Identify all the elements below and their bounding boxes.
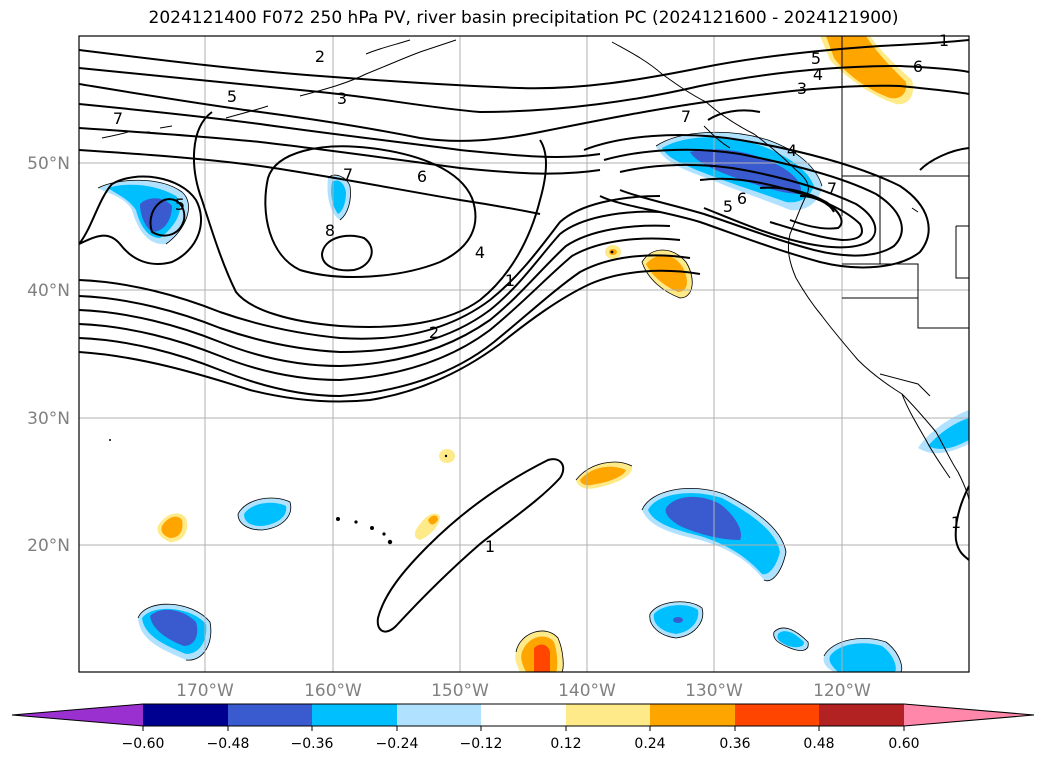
precip-negative-area (665, 496, 742, 540)
colorbar-extend-low (12, 704, 143, 726)
precip-negative-area (928, 418, 969, 449)
longitude-labels: 170°W 160°W 150°W 140°W 130°W 120°W (176, 681, 871, 701)
colorbar-tick-label: 0.48 (803, 736, 834, 752)
contour-label: 5 (723, 197, 733, 216)
contour-label: 6 (737, 189, 747, 208)
graticule (79, 36, 969, 672)
islands (109, 250, 614, 545)
precip-positive-area (646, 255, 687, 292)
lon-label: 160°W (304, 681, 362, 701)
precip-negative-area (331, 180, 346, 214)
contour-label: 7 (113, 109, 123, 128)
contour-label: 7 (343, 165, 353, 184)
precip-negative-area (244, 502, 287, 526)
lon-label: 130°W (685, 681, 743, 701)
contour-label: 1 (939, 31, 949, 50)
colorbar-tick-label: −0.48 (207, 736, 250, 752)
colorbar-tick-label: 0.60 (888, 736, 919, 752)
lat-label: 20°N (27, 536, 70, 556)
contour-label-group: 5 2 3 7 6 7 8 5 4 1 2 1 5 4 3 6 7 4 5 6 … (113, 31, 961, 556)
lon-label: 120°W (813, 681, 871, 701)
lat-label: 30°N (27, 409, 70, 429)
colorbar-tick-label: 0.36 (719, 736, 750, 752)
lat-label: 40°N (27, 281, 70, 301)
map-panel (79, 36, 969, 672)
colorbar-segment (819, 704, 904, 726)
map-title: 2024121400 F072 250 hPa PV, river basin … (148, 8, 899, 28)
lon-label: 140°W (558, 681, 616, 701)
contour-label: 4 (787, 141, 797, 160)
colorbar-segment (228, 704, 312, 726)
precip-negative-area (673, 617, 683, 623)
contour-label: 4 (813, 65, 823, 84)
colorbar-segment (735, 704, 819, 726)
precip-positive-area (580, 466, 626, 486)
colorbar-segment (481, 704, 566, 726)
contour-label: 2 (429, 323, 439, 342)
colorbar-tick-label: 0.24 (634, 736, 665, 752)
precip-negative-area (829, 643, 896, 672)
precip-positive-area (428, 515, 438, 525)
contour-label: 6 (913, 57, 923, 76)
colorbar-tick-label: −0.12 (460, 736, 503, 752)
contour-label: 7 (827, 179, 837, 198)
lat-label: 50°N (27, 154, 70, 174)
coastlines (101, 36, 969, 501)
contour-label: 4 (475, 243, 485, 262)
map-frame (78, 35, 970, 673)
contour-label: 3 (797, 79, 807, 98)
contour-label: 1 (951, 513, 961, 532)
precip-negative-area (150, 609, 198, 646)
colorbar: −0.60 −0.48 −0.36 −0.24 −0.12 0.12 0.24 … (11, 703, 1035, 752)
precip-outline (97, 131, 903, 672)
contour-label: 2 (315, 47, 325, 66)
contour-label: 6 (417, 167, 427, 186)
contour-label: 8 (325, 221, 335, 240)
colorbar-segment (397, 704, 481, 726)
contour-label: 3 (337, 89, 347, 108)
colorbar-tick-label: −0.36 (291, 736, 334, 752)
lon-label: 170°W (176, 681, 234, 701)
precip-negative-area (140, 198, 172, 232)
contour-label: 5 (811, 49, 821, 68)
colorbar-segment (143, 704, 228, 726)
colorbar-extend-high (904, 704, 1034, 726)
precip-negative-area (777, 631, 804, 648)
lon-label: 150°W (431, 681, 489, 701)
latitude-labels: 50°N 40°N 30°N 20°N (27, 154, 70, 556)
colorbar-segment (566, 704, 650, 726)
contour-label: 1 (485, 537, 495, 556)
pv-contours (79, 39, 969, 633)
precip-positive-area (161, 516, 183, 538)
contour-label: 1 (505, 271, 515, 290)
contour-label: 7 (681, 107, 691, 126)
colorbar-tick-label: 0.12 (550, 736, 581, 752)
colorbar-segment (312, 704, 397, 726)
contour-label: 5 (175, 195, 185, 214)
contour-label: 5 (227, 87, 237, 106)
colorbar-tick-label: −0.24 (376, 736, 419, 752)
colorbar-segment (650, 704, 735, 726)
colorbar-tick-label: −0.60 (122, 736, 165, 752)
precip-negative-area (690, 149, 801, 194)
precip-positive-area (534, 644, 550, 672)
